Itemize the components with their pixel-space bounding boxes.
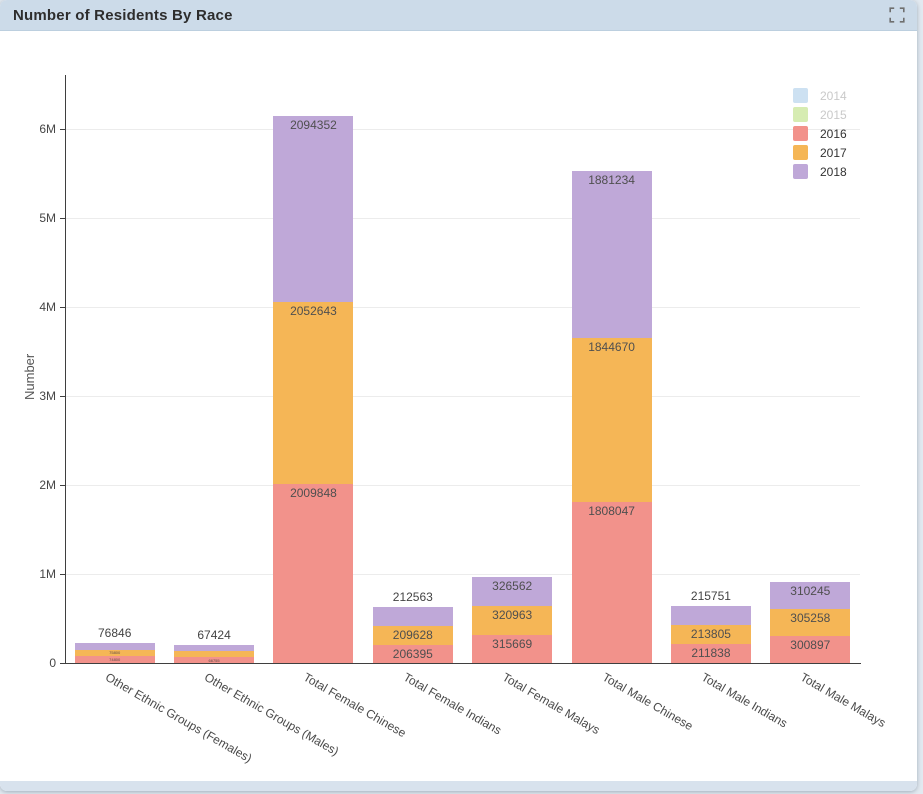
panel-footer [0, 781, 917, 791]
legend-swatch-2015 [793, 107, 808, 122]
bar-value-label: 75800 [109, 650, 121, 656]
legend-label-2018: 2018 [820, 164, 847, 179]
bar-value-label: 310245 [790, 583, 831, 598]
legend-item-2015[interactable]: 2015 [793, 107, 847, 122]
legend-item-2014[interactable]: 2014 [793, 88, 847, 103]
x-axis-line [65, 663, 861, 664]
bar-value-label: 300897 [790, 638, 831, 653]
y-axis-tick [60, 218, 65, 220]
legend-swatch-2014 [793, 88, 808, 103]
bar-value-label-above: 215751 [690, 588, 731, 603]
gridline [65, 574, 860, 576]
legend-swatch-2018 [793, 164, 808, 179]
gridline [65, 396, 860, 398]
bar-value-label: 2094352 [290, 117, 337, 132]
x-axis-category-label: Total Female Chinese [301, 670, 409, 741]
x-axis-category-label: Total Male Chinese [599, 670, 695, 734]
bar-segment-2017-5[interactable] [472, 606, 553, 635]
bar-segment-2018-4[interactable] [372, 607, 453, 626]
panel-header: Number of Residents By Race [0, 0, 917, 31]
legend-item-2017[interactable]: 2017 [793, 145, 847, 160]
y-axis-tick-label: 1M [39, 567, 56, 582]
bar-value-label: 74800 [109, 657, 121, 663]
gridline [65, 218, 860, 220]
bar-segment-2016-8[interactable] [770, 636, 851, 663]
bar-segment-2016-1[interactable] [74, 656, 155, 663]
bar-value-label: 1881234 [588, 172, 635, 187]
bar-segment-2016-6[interactable] [571, 502, 652, 663]
bar-segment-2017-6[interactable] [571, 338, 652, 503]
legend-label-2014: 2014 [820, 88, 847, 103]
bar-segment-2018-5[interactable] [472, 577, 553, 607]
bar-segment-2017-3[interactable] [273, 301, 354, 485]
y-axis-tick [60, 574, 65, 576]
bar-value-label: 2052643 [290, 303, 337, 318]
bar-segment-2017-2[interactable] [174, 651, 255, 658]
y-axis-tick [60, 307, 65, 309]
y-axis-tick-label: 6M [39, 122, 56, 137]
bar-value-label: 2009848 [290, 486, 337, 501]
y-axis-tick-label: 5M [39, 211, 56, 226]
bar-segment-2017-4[interactable] [372, 626, 453, 645]
y-axis-tick-label: 3M [39, 389, 56, 404]
legend-label-2017: 2017 [820, 145, 847, 160]
bar-value-label: 206395 [392, 646, 433, 661]
bar-segment-2018-6[interactable] [571, 170, 652, 339]
bar-segment-2018-2[interactable] [174, 645, 255, 652]
bar-segment-2016-4[interactable] [372, 644, 453, 663]
legend-label-2015: 2015 [820, 107, 847, 122]
gridline [65, 485, 860, 487]
y-axis-line [65, 75, 66, 663]
bar-value-label: 211838 [691, 646, 731, 661]
bar-value-label: 209628 [392, 628, 433, 642]
legend-swatch-2016 [793, 126, 808, 141]
gridline [65, 129, 860, 131]
bar-segment-2018-8[interactable] [770, 581, 851, 610]
gridline [65, 307, 860, 309]
x-axis-category-label: Total Female Indians [400, 670, 504, 738]
y-axis-tick-label: 2M [39, 478, 56, 493]
panel-title: Number of Residents By Race [13, 6, 233, 24]
bar-segment-2017-1[interactable] [74, 649, 155, 657]
bar-segment-2018-1[interactable] [74, 642, 155, 650]
legend-item-2018[interactable]: 2018 [793, 164, 847, 179]
y-axis-tick [60, 485, 65, 487]
bar-segment-2018-3[interactable] [273, 115, 354, 302]
bar-segment-2016-7[interactable] [670, 644, 751, 663]
bar-value-label: 213805 [690, 627, 731, 642]
legend-item-2016[interactable]: 2016 [793, 126, 847, 141]
bar-segment-2018-7[interactable] [670, 605, 751, 626]
y-axis-tick [60, 129, 65, 131]
bar-value-label: 1808047 [588, 504, 635, 519]
x-axis-category-label: Total Male Malays [798, 670, 889, 731]
legend-label-2016: 2016 [820, 126, 847, 141]
x-axis-category-label: Total Female Malays [500, 670, 603, 738]
bar-segment-2017-7[interactable] [670, 625, 751, 645]
bar-value-label-above: 212563 [392, 590, 433, 605]
chart-legend: 2014 2015 2016 2017 2018 [793, 88, 847, 179]
y-axis-tick-label: 4M [39, 300, 56, 315]
fullscreen-expand-icon[interactable] [889, 7, 905, 23]
bar-value-label-above: 76846 [98, 625, 132, 640]
y-axis-tick-label: 0 [49, 656, 56, 670]
bar-value-label: 315669 [492, 636, 533, 651]
bar-value-label: 66755 [208, 657, 220, 663]
bar-value-label: 305258 [790, 611, 831, 626]
legend-swatch-2017 [793, 145, 808, 160]
x-axis-category-label: Total Male Indians [698, 670, 790, 731]
bar-segment-2017-8[interactable] [770, 609, 851, 637]
y-axis-tick [60, 396, 65, 398]
bar-value-label: 320963 [492, 608, 533, 623]
bar-segment-2016-3[interactable] [273, 484, 354, 663]
bar-value-label: 326562 [492, 579, 533, 594]
y-axis-tick [60, 663, 65, 664]
bar-segment-2016-2[interactable] [174, 657, 255, 663]
bar-value-label: 1844670 [588, 340, 635, 355]
bar-segment-2016-5[interactable] [472, 634, 553, 663]
bar-value-label-above: 67424 [197, 628, 231, 643]
